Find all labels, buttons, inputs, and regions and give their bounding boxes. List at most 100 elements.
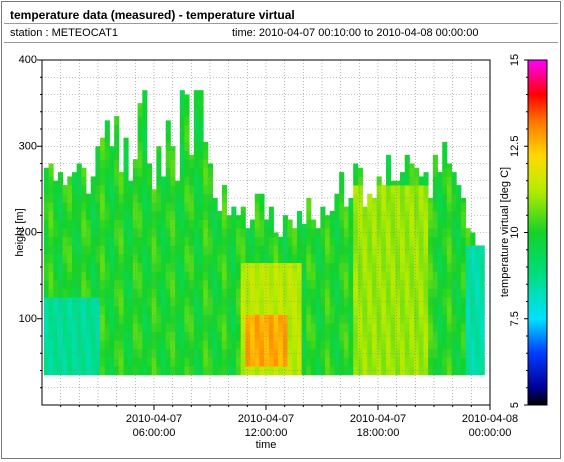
heatmap-cell — [414, 193, 420, 203]
heatmap-cell — [240, 305, 246, 315]
heatmap-cell — [179, 288, 185, 298]
heatmap-cell — [193, 116, 199, 126]
heatmap-cell — [320, 357, 326, 367]
heatmap-cell — [292, 305, 298, 315]
heatmap-cell — [53, 331, 59, 341]
heatmap-cell — [71, 219, 78, 229]
heatmap-cell — [161, 236, 167, 246]
heatmap-cell — [48, 167, 54, 177]
heatmap-cell — [137, 323, 143, 333]
heatmap-cell — [193, 357, 199, 367]
heatmap-cell — [442, 254, 448, 264]
heatmap-cell — [226, 340, 232, 350]
heatmap-cell — [376, 176, 382, 186]
heatmap-cell — [451, 262, 457, 272]
heatmap-cell — [146, 314, 153, 324]
heatmap-cell — [245, 254, 251, 264]
heatmap-cell — [446, 314, 452, 324]
heatmap-cell — [156, 150, 162, 160]
heatmap-cell — [353, 340, 359, 350]
heatmap-cell — [146, 254, 153, 264]
heatmap-cell — [221, 202, 228, 212]
heatmap-cell — [118, 357, 124, 367]
heatmap-cell — [81, 193, 87, 203]
heatmap-cell — [86, 202, 92, 212]
heatmap-cell — [390, 340, 396, 350]
heatmap-cell — [268, 245, 274, 255]
heatmap-cell — [193, 331, 199, 341]
heatmap-cell — [367, 288, 373, 298]
heatmap-cell — [43, 245, 49, 255]
heatmap-cell — [43, 202, 49, 212]
heatmap-cell — [376, 357, 382, 367]
heatmap-cell — [437, 254, 443, 264]
heatmap-cell — [170, 348, 176, 358]
heatmap-cell — [151, 228, 157, 238]
heatmap-cell — [334, 254, 340, 264]
heatmap-cell — [57, 202, 64, 212]
heatmap-cell — [114, 279, 120, 289]
heatmap-cell — [43, 288, 49, 298]
heatmap-cell — [48, 163, 54, 169]
heatmap-cell — [320, 206, 326, 212]
heatmap-cell — [250, 219, 256, 229]
heatmap-cell — [207, 185, 213, 195]
heatmap-cell — [254, 305, 260, 315]
heatmap-cell — [118, 348, 124, 358]
heatmap-cell — [198, 236, 204, 246]
heatmap-cell — [404, 314, 410, 324]
heatmap-cell — [217, 254, 223, 264]
heatmap-cell — [357, 236, 363, 246]
heatmap-cell — [334, 288, 340, 298]
heatmap-cell — [273, 254, 279, 264]
heatmap-cell — [53, 219, 59, 229]
heatmap-cell — [362, 228, 368, 238]
heatmap-cell — [203, 323, 209, 333]
heatmap-cell — [353, 176, 359, 186]
heatmap-cell — [198, 271, 204, 281]
heatmap-cell — [404, 340, 410, 350]
heatmap-cell — [385, 210, 392, 220]
heatmap-cell — [451, 288, 457, 298]
heatmap-cell — [161, 279, 167, 289]
heatmap-cell — [400, 271, 406, 281]
heatmap-cell — [437, 219, 443, 229]
heatmap-cell — [151, 305, 157, 315]
heatmap-cell — [189, 288, 195, 298]
heatmap-cell — [203, 236, 209, 246]
heatmap-cell — [371, 348, 378, 358]
heatmap-cell — [306, 348, 312, 358]
heatmap-cell — [451, 323, 457, 333]
heatmap-cell — [76, 340, 82, 350]
heatmap-cell — [231, 262, 237, 272]
heatmap-cell — [62, 219, 68, 229]
heatmap-cell — [451, 236, 457, 246]
heatmap-cell — [71, 348, 78, 358]
heatmap-cell — [470, 348, 476, 358]
heatmap-cell — [179, 348, 185, 358]
heatmap-cell — [71, 305, 78, 315]
heatmap-cell — [414, 357, 420, 367]
heatmap-cell — [156, 193, 162, 203]
heatmap-cell — [104, 167, 110, 177]
heatmap-cell — [418, 219, 424, 229]
heatmap-cell — [226, 331, 232, 341]
heatmap-cell — [212, 271, 218, 281]
heatmap-cell — [348, 236, 354, 246]
heatmap-cell — [43, 176, 49, 186]
heatmap-cell — [334, 305, 340, 315]
heatmap-cell — [184, 202, 190, 212]
heatmap-cell — [175, 323, 181, 333]
heatmap-cell — [400, 185, 406, 195]
heatmap-cell — [414, 202, 420, 212]
heatmap-cell — [161, 340, 167, 350]
heatmap-cell — [128, 348, 134, 358]
heatmap-cell — [250, 305, 256, 315]
heatmap-cell — [451, 219, 457, 229]
heatmap-cell — [203, 357, 209, 367]
heatmap-cell — [264, 271, 270, 281]
heatmap-cell — [81, 185, 87, 195]
heatmap-cell — [460, 331, 467, 341]
heatmap-cell — [43, 210, 49, 220]
heatmap-cell — [226, 236, 232, 246]
